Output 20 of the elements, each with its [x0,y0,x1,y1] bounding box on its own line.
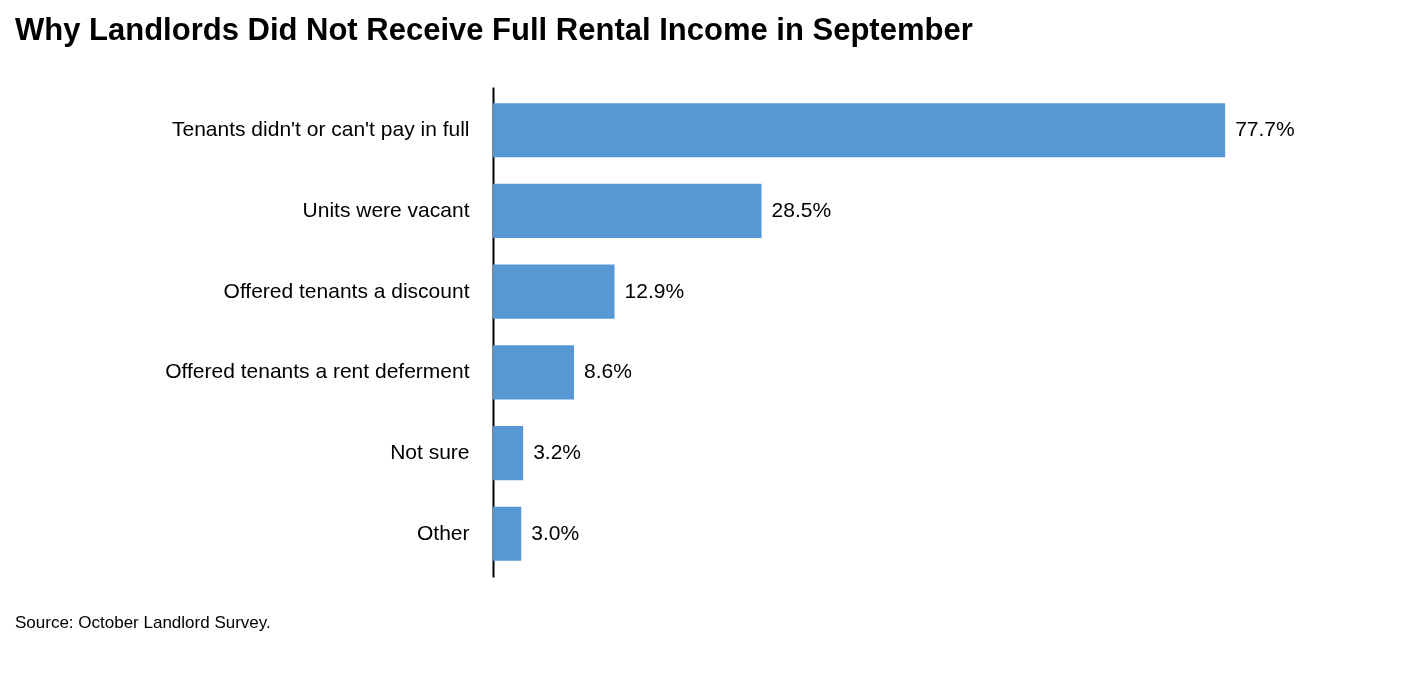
y-tick-label: Offered tenants a discount [223,278,470,302]
chart-title: Why Landlords Did Not Receive Full Rental Income in September [15,12,973,47]
bar [493,183,762,238]
y-tick-label: Tenants didn't or can't pay in full [171,117,470,141]
y-tick-label: Not sure [390,440,470,464]
data-label: 3.0% [531,520,580,544]
data-label: 3.2% [533,440,582,464]
y-tick-label: Offered tenants a rent deferment [165,359,470,383]
data-label: 28.5% [771,197,832,221]
y-tick-label: Units were vacant [302,197,470,221]
source-note: Source: October Landlord Survey. [15,613,271,632]
bar [493,426,524,481]
bar [493,345,575,400]
bar [493,506,522,561]
data-label: 8.6% [584,359,632,383]
bar [493,103,1226,158]
bar [493,264,615,319]
y-tick-label: Other [416,520,470,544]
data-label: 12.9% [624,278,685,302]
data-label: 77.7% [1235,117,1295,141]
